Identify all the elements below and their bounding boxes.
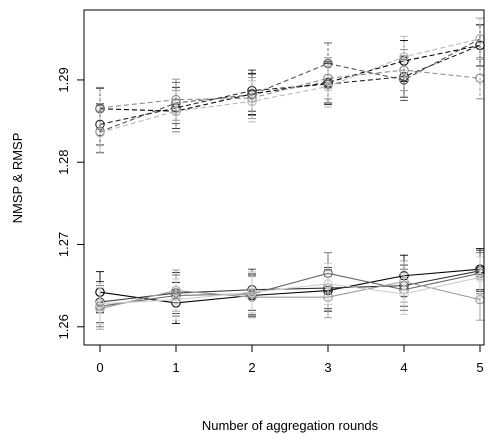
x-axis-label: Number of aggregation rounds — [202, 418, 379, 433]
series-lower-7 — [95, 252, 485, 328]
series-line — [99, 69, 481, 109]
data-point — [171, 294, 181, 305]
data-point — [323, 279, 333, 289]
data-marks — [95, 17, 485, 330]
y-axis-label: NMSP & RMSP — [10, 133, 25, 224]
series-lower-9 — [95, 256, 485, 325]
series-line — [99, 38, 481, 134]
y-axis: 1.26 1.27 1.28 1.29 — [56, 67, 84, 339]
x-tick-label: 5 — [476, 360, 483, 375]
x-tick-label: 3 — [324, 360, 331, 375]
series-line — [99, 44, 481, 112]
y-tick-label: 1.29 — [56, 67, 71, 92]
series-upper-1 — [95, 24, 485, 146]
y-tick-label: 1.28 — [56, 150, 71, 175]
series-upper-3 — [95, 49, 485, 129]
x-tick-label: 1 — [172, 360, 179, 375]
series-line — [99, 38, 481, 133]
x-axis: 0 1 2 3 4 5 — [96, 345, 484, 375]
series-upper-0 — [95, 24, 485, 133]
data-point — [399, 52, 409, 62]
data-point — [171, 94, 181, 105]
data-point — [95, 127, 105, 138]
data-point — [399, 289, 409, 299]
data-point — [95, 298, 105, 309]
y-tick-label: 1.27 — [56, 232, 71, 257]
series-line — [99, 268, 481, 304]
series-lower-5 — [95, 248, 485, 324]
data-point — [323, 81, 333, 92]
data-point — [247, 287, 257, 297]
series-line — [99, 276, 481, 305]
series-line — [99, 280, 481, 310]
series-upper-2 — [95, 17, 485, 153]
series-line — [99, 272, 481, 307]
data-point — [171, 106, 181, 116]
x-tick-label: 4 — [400, 360, 407, 375]
series-upper-4 — [95, 17, 485, 154]
series-lower-8 — [95, 260, 485, 330]
y-tick-label: 1.26 — [56, 314, 71, 339]
x-tick-label: 0 — [96, 360, 103, 375]
plot-frame — [83, 9, 485, 346]
series-line — [99, 270, 481, 303]
x-tick-label: 2 — [248, 360, 255, 375]
data-point — [247, 96, 257, 107]
